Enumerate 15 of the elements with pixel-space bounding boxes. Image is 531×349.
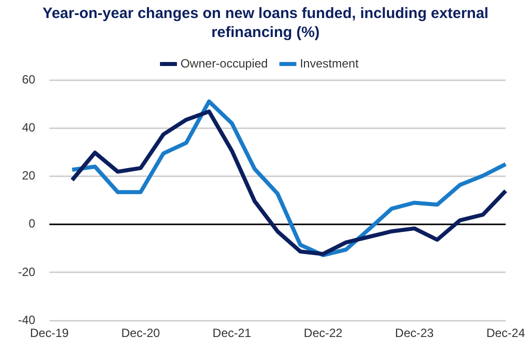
x-tick-label: Dec-22 xyxy=(304,326,343,340)
x-tick-label: Dec-24 xyxy=(486,326,526,340)
chart-title: Year-on-year changes on new loans funded, including external refinancing (%) xyxy=(42,4,490,43)
y-tick-label: 40 xyxy=(22,120,36,134)
legend-label: Owner-occupied xyxy=(180,56,268,70)
y-tick-label: 0 xyxy=(28,216,36,231)
x-tick-label: Dec-23 xyxy=(395,326,434,340)
y-tick-label: -40 xyxy=(18,312,36,327)
x-tick-label: Dec-19 xyxy=(30,326,70,340)
x-tick-label: Dec-20 xyxy=(121,326,160,340)
x-tick-label: Dec-21 xyxy=(212,326,252,340)
y-tick-label: 60 xyxy=(22,72,36,86)
legend-label: Investment xyxy=(300,56,360,70)
y-tick-label: 20 xyxy=(22,168,36,183)
y-tick-label: -20 xyxy=(18,264,36,279)
